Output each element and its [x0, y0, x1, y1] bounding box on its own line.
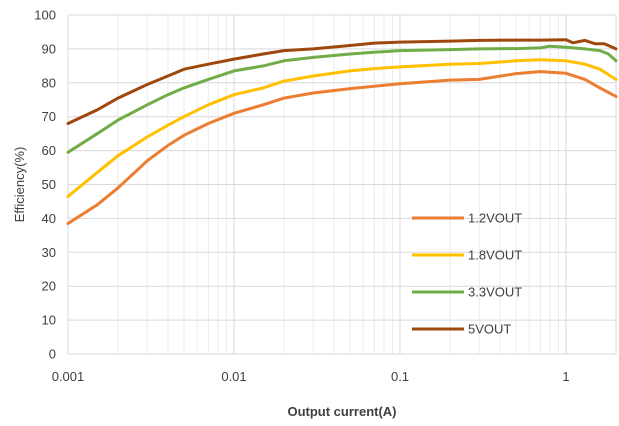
- x-tick-label: 0.1: [391, 369, 409, 384]
- y-axis-title: Efficiency(%): [12, 147, 27, 223]
- legend-label: 5VOUT: [468, 322, 511, 337]
- y-tick-label: 60: [42, 143, 56, 158]
- series-line-3.3VOUT: [66, 44, 618, 154]
- x-tick-label: 0.01: [221, 369, 246, 384]
- x-tick-label: 1: [562, 369, 569, 384]
- x-axis-ticks: 0.001 0.01 0.1 1: [52, 369, 570, 384]
- y-tick-label: 0: [49, 347, 56, 362]
- y-tick-label: 40: [42, 211, 56, 226]
- y-tick-label: 90: [42, 41, 56, 56]
- legend-label: 3.3VOUT: [468, 285, 522, 300]
- major-grid: [67, 14, 617, 355]
- series-line-5VOUT: [66, 38, 618, 125]
- y-tick-label: 10: [42, 313, 56, 328]
- y-tick-label: 80: [42, 75, 56, 90]
- legend-label: 1.2VOUT: [468, 211, 522, 226]
- y-tick-label: 100: [34, 8, 56, 23]
- legend: 1.2VOUT 1.8VOUT 3.3VOUT 5VOUT: [412, 211, 522, 337]
- series-layer: [66, 38, 618, 225]
- legend-label: 1.8VOUT: [468, 248, 522, 263]
- x-axis-title: Output current(A): [287, 404, 396, 419]
- y-tick-label: 30: [42, 245, 56, 260]
- series-line-1.2VOUT: [66, 70, 618, 225]
- y-tick-label: 20: [42, 279, 56, 294]
- y-tick-label: 70: [42, 109, 56, 124]
- x-tick-label: 0.001: [52, 369, 85, 384]
- y-tick-label: 50: [42, 177, 56, 192]
- series-line-1.8VOUT: [66, 58, 618, 198]
- y-axis-ticks: 0 10 20 30 40 50 60 70 80 90 100: [34, 8, 56, 362]
